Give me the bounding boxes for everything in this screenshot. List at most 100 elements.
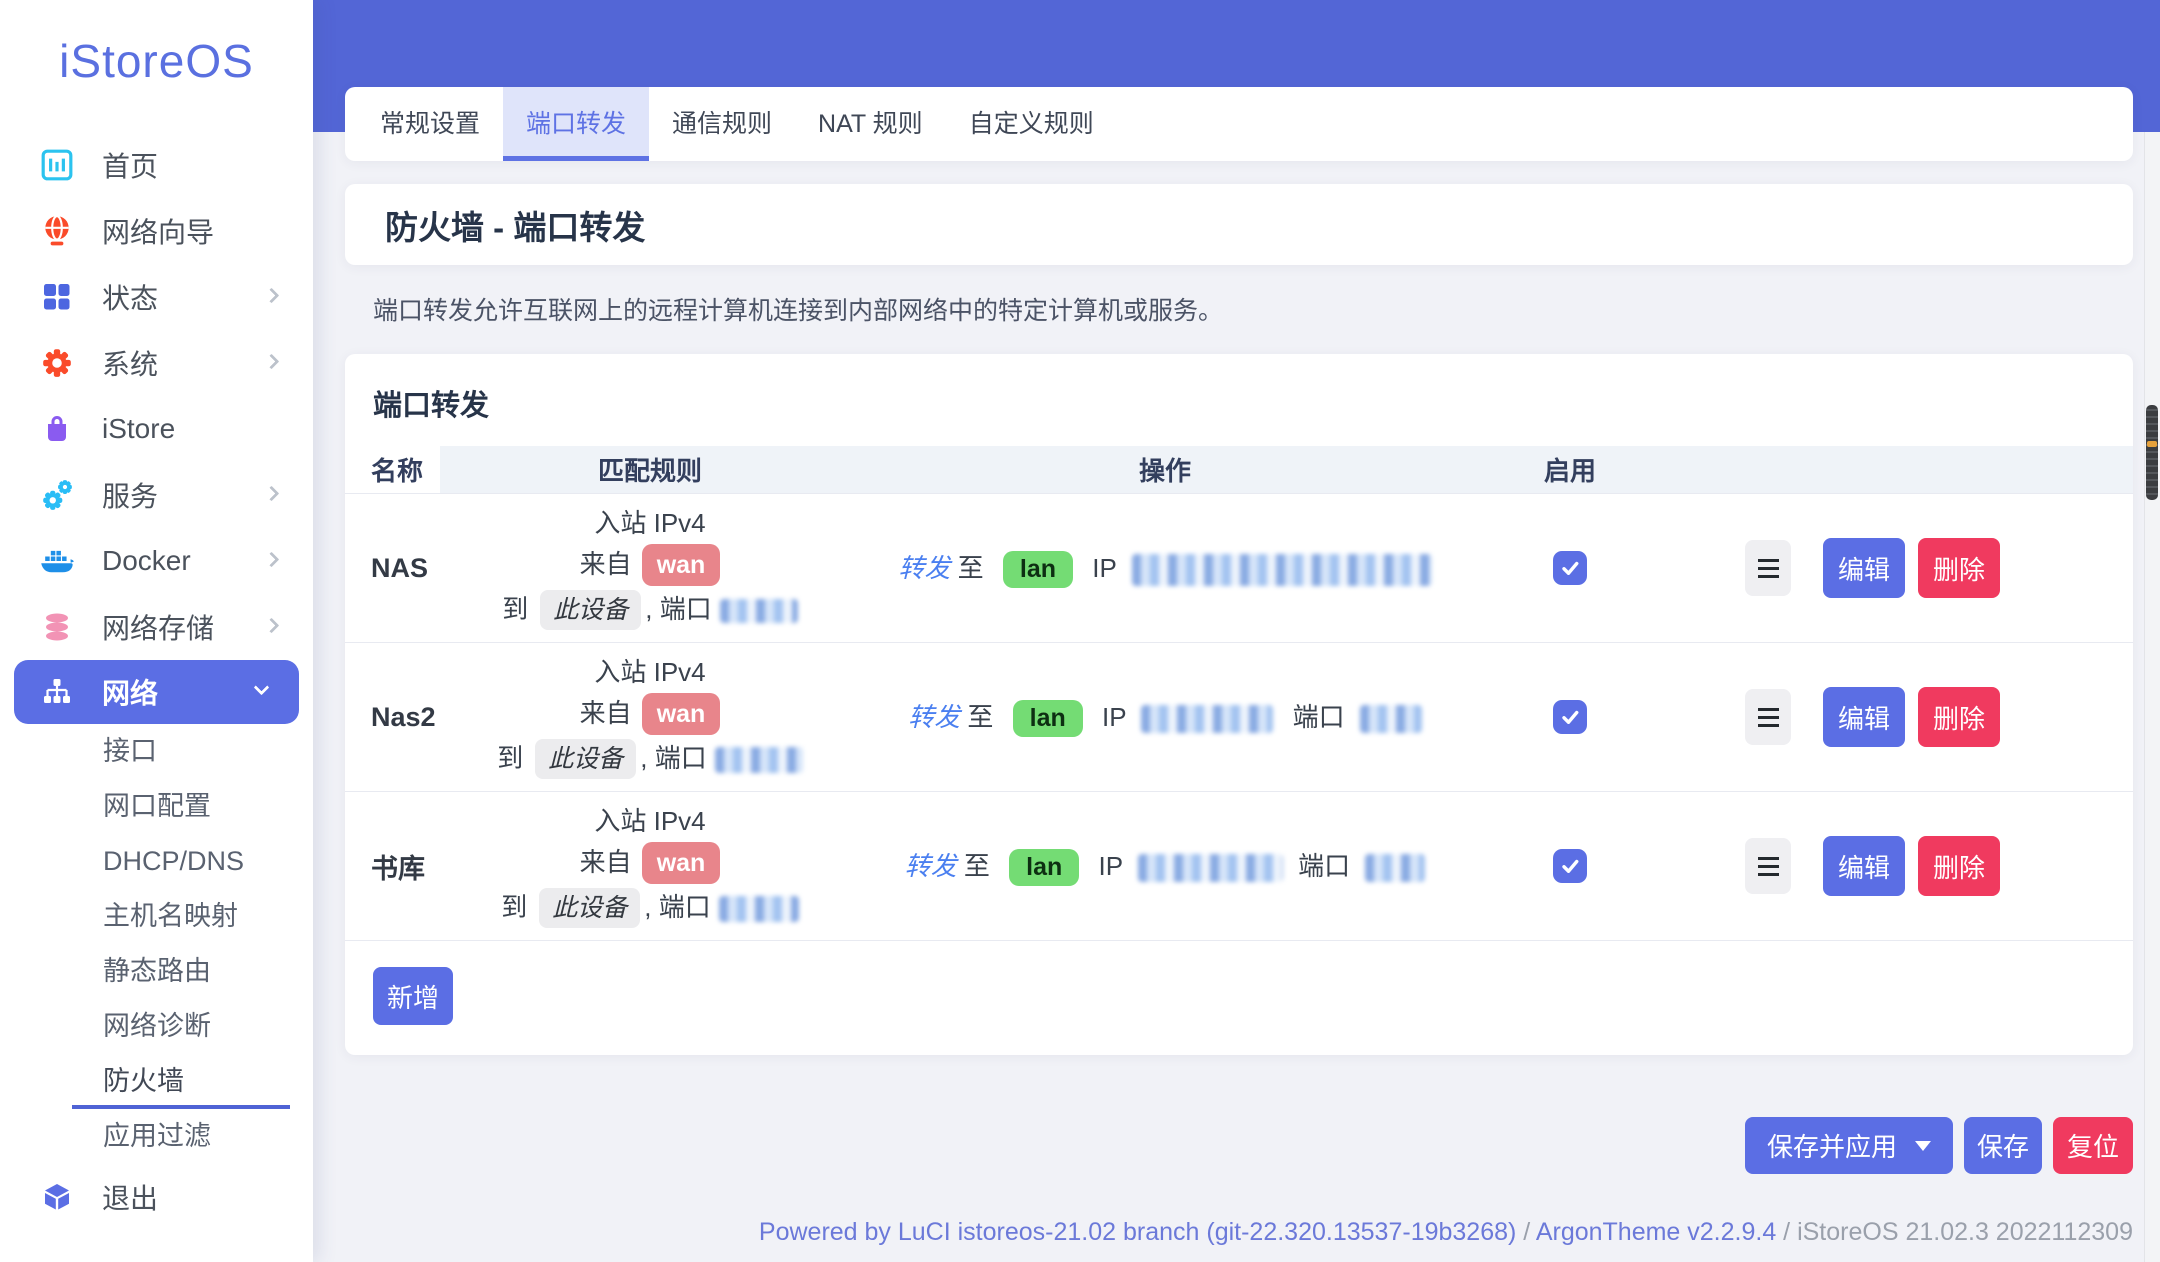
delete-button[interactable]: 删除 bbox=[1918, 538, 2000, 598]
reset-button[interactable]: 复位 bbox=[2053, 1117, 2133, 1174]
sidebar-item-services[interactable]: 服务 bbox=[0, 462, 313, 528]
sidebar-item-logout[interactable]: 退出 bbox=[0, 1164, 313, 1230]
ip-label: IP bbox=[1092, 553, 1117, 583]
sidebar-item-docker[interactable]: Docker bbox=[0, 528, 313, 594]
submenu-item-firewall[interactable]: 防火墙 bbox=[0, 1054, 313, 1109]
zone-badge-lan: lan bbox=[1002, 551, 1074, 588]
sort-handle-button[interactable] bbox=[1745, 540, 1791, 596]
forward-label: 转发 bbox=[908, 702, 961, 732]
port-forwards-section: 端口转发 名称 匹配规则 操作 启用 NAS 入站 IPv4 来自 wan bbox=[345, 354, 2133, 1055]
forward-label: 转发 bbox=[898, 553, 951, 583]
enable-checkbox[interactable] bbox=[1553, 700, 1587, 734]
page-title: 防火墙 - 端口转发 bbox=[385, 208, 646, 246]
save-apply-button[interactable]: 保存并应用 bbox=[1744, 1117, 1953, 1174]
sidebar-item-home[interactable]: 首页 bbox=[0, 132, 313, 198]
delete-button[interactable]: 删除 bbox=[1918, 836, 2000, 896]
add-row-area: 新增 bbox=[345, 941, 2133, 1055]
submenu-item-interfaces[interactable]: 接口 bbox=[103, 736, 157, 766]
section-title: 端口转发 bbox=[373, 390, 490, 422]
gear-icon bbox=[38, 344, 76, 382]
sidebar-item-label: Docker bbox=[102, 545, 191, 576]
sidebar-item-status[interactable]: 状态 bbox=[0, 264, 313, 330]
redacted-ip bbox=[1131, 554, 1432, 587]
sidebar-item-label: iStore bbox=[102, 413, 176, 444]
match-from-label: 来自 bbox=[579, 847, 632, 877]
enable-checkbox[interactable] bbox=[1553, 849, 1587, 883]
theme-link[interactable]: ArgonTheme v2.2.9.4 bbox=[1535, 1218, 1777, 1246]
tab-custom-rules[interactable]: 自定义规则 bbox=[968, 110, 1094, 138]
sort-handle-button[interactable] bbox=[1745, 838, 1791, 894]
sidebar-item-label: 服务 bbox=[102, 481, 159, 512]
table-row: NAS 入站 IPv4 来自 wan 到此设备, 端口 转发 至 lan IP bbox=[345, 493, 2133, 642]
firewall-tab-bar: 常规设置 端口转发 通信规则 NAT 规则 自定义规则 bbox=[345, 87, 2133, 161]
footer-separator: / bbox=[1516, 1218, 1536, 1246]
submenu-item-diagnostics[interactable]: 网络诊断 bbox=[103, 1011, 211, 1041]
sidebar-item-label: 网络向导 bbox=[102, 217, 215, 248]
match-port-label: , 端口 bbox=[645, 594, 712, 624]
match-to-label: 到 bbox=[502, 594, 529, 624]
match-from-label: 来自 bbox=[579, 698, 632, 728]
scrollbar-thumb[interactable] bbox=[2146, 405, 2158, 500]
tab-traffic-rules[interactable]: 通信规则 bbox=[672, 110, 773, 138]
edit-button[interactable]: 编辑 bbox=[1823, 538, 1905, 598]
page-title-card: 防火墙 - 端口转发 bbox=[345, 184, 2133, 265]
zone-badge-wan: wan bbox=[641, 842, 721, 884]
column-header-buttons bbox=[1670, 446, 2133, 493]
rule-match-cell: 入站 IPv4 来自 wan 到此设备, 端口 bbox=[440, 800, 860, 932]
sidebar-item-label: 首页 bbox=[102, 151, 159, 182]
sidebar-item-network-storage[interactable]: 网络存储 bbox=[0, 594, 313, 660]
sidebar-item-network[interactable]: 网络 bbox=[14, 660, 299, 724]
delete-button[interactable]: 删除 bbox=[1918, 687, 2000, 747]
network-submenu: 接口 网口配置 DHCP/DNS 主机名映射 静态路由 网络诊断 防火墙 应用过… bbox=[0, 724, 313, 1164]
save-apply-label: 保存并应用 bbox=[1766, 1132, 1897, 1162]
add-button[interactable]: 新增 bbox=[373, 967, 453, 1025]
tab-general-settings[interactable]: 常规设置 bbox=[380, 110, 481, 138]
sidebar-item-label: 退出 bbox=[102, 1183, 159, 1214]
tab-port-forwards[interactable]: 端口转发 bbox=[503, 87, 650, 161]
dashboard-squares-icon bbox=[38, 278, 76, 316]
sidebar-item-istore[interactable]: iStore bbox=[0, 396, 313, 462]
match-proto: 入站 IPv4 bbox=[594, 508, 706, 538]
sidebar-item-label: 网络存储 bbox=[102, 613, 215, 644]
sidebar-item-system[interactable]: 系统 bbox=[0, 330, 313, 396]
caret-down-icon bbox=[1915, 1140, 1931, 1151]
chevron-right-icon bbox=[263, 617, 280, 634]
scrollbar-marker bbox=[2147, 441, 2157, 447]
tab-nat-rules[interactable]: NAT 规则 bbox=[818, 110, 923, 138]
chevron-right-icon bbox=[263, 551, 280, 568]
match-to-label: 到 bbox=[501, 892, 528, 922]
enable-checkbox[interactable] bbox=[1553, 551, 1587, 585]
column-header-action: 操作 bbox=[860, 446, 1470, 493]
submenu-item-static-routes[interactable]: 静态路由 bbox=[103, 956, 211, 986]
rule-action-cell: 转发 至 lan IP bbox=[860, 548, 1470, 588]
submenu-item-dhcp-dns[interactable]: DHCP/DNS bbox=[103, 846, 245, 876]
edit-button[interactable]: 编辑 bbox=[1823, 836, 1905, 896]
form-actions: 保存并应用 保存 复位 bbox=[345, 1117, 2133, 1174]
redacted-port bbox=[718, 896, 799, 923]
sort-handle-button[interactable] bbox=[1745, 689, 1791, 745]
save-button[interactable]: 保存 bbox=[1964, 1117, 2042, 1174]
submenu-item-port-config[interactable]: 网口配置 bbox=[103, 791, 211, 821]
redacted-port bbox=[719, 599, 798, 624]
port-label: 端口 bbox=[1298, 851, 1351, 881]
redacted-port bbox=[714, 747, 803, 774]
cube-icon bbox=[38, 1178, 76, 1216]
match-from-label: 来自 bbox=[579, 549, 632, 579]
ip-label: IP bbox=[1102, 702, 1127, 732]
ip-label: IP bbox=[1098, 851, 1123, 881]
rule-match-cell: 入站 IPv4 来自 wan 到此设备, 端口 bbox=[440, 502, 860, 634]
match-port-label: , 端口 bbox=[640, 743, 707, 773]
edit-button[interactable]: 编辑 bbox=[1823, 687, 1905, 747]
scrollbar-track[interactable] bbox=[2144, 132, 2160, 1262]
at-label: 至 bbox=[963, 851, 990, 881]
submenu-item-app-filter[interactable]: 应用过滤 bbox=[103, 1121, 211, 1151]
powered-by-link[interactable]: Powered by LuCI istoreos-21.02 branch (g… bbox=[758, 1218, 1517, 1246]
submenu-item-hostnames[interactable]: 主机名映射 bbox=[103, 901, 238, 931]
table-header: 名称 匹配规则 操作 启用 bbox=[345, 446, 2133, 493]
at-label: 至 bbox=[957, 553, 984, 583]
zone-badge-lan: lan bbox=[1012, 700, 1083, 737]
sidebar-item-network-wizard[interactable]: 网络向导 bbox=[0, 198, 313, 264]
this-device-badge: 此设备 bbox=[535, 739, 637, 779]
table-row: Nas2 入站 IPv4 来自 wan 到此设备, 端口 转发 至 lan IP bbox=[345, 642, 2133, 791]
